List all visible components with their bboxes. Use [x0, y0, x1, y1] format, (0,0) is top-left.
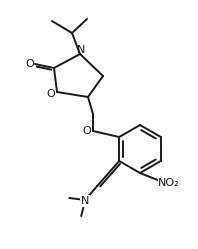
Text: NO₂: NO₂ — [158, 178, 180, 188]
Text: N: N — [77, 45, 85, 55]
Text: O: O — [47, 89, 55, 99]
Text: O: O — [83, 126, 91, 136]
Text: N: N — [81, 196, 89, 206]
Text: O: O — [26, 59, 34, 69]
